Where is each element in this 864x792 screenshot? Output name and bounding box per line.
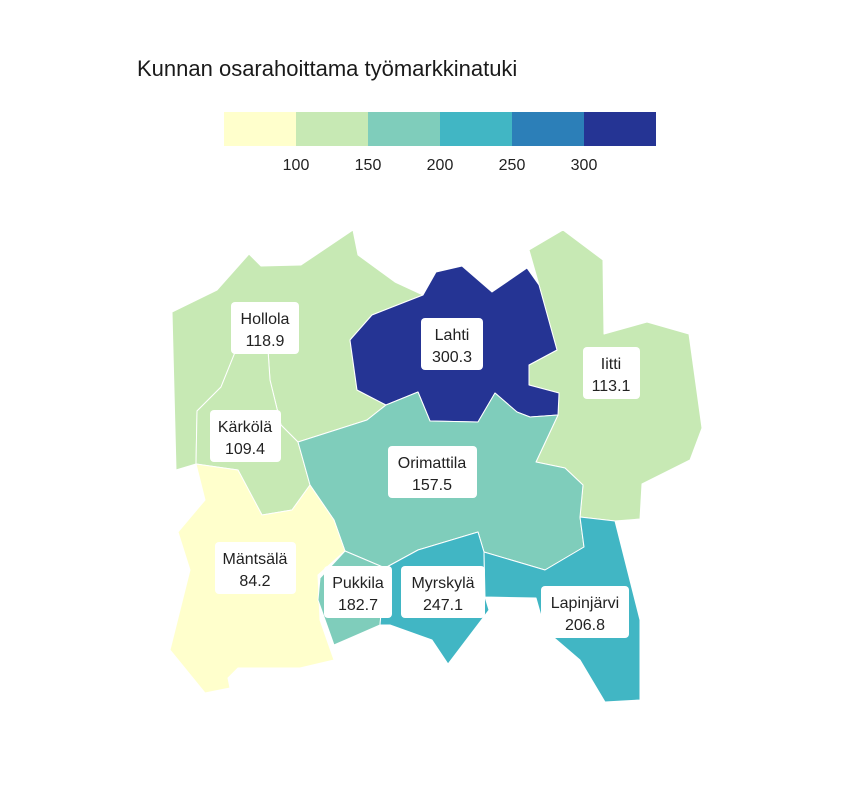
label-value-karkola: 109.4 — [225, 441, 265, 458]
map-title: Kunnan osarahoittama työmarkkinatuki — [137, 56, 518, 81]
label-name-orimattila: Orimattila — [398, 455, 467, 472]
label-value-mantsala: 84.2 — [239, 573, 270, 590]
label-orimattila: Orimattila 157.5 — [388, 446, 477, 498]
label-name-myrskyla: Myrskylä — [411, 575, 474, 592]
legend-swatch-5 — [512, 112, 584, 146]
legend-tick-2: 150 — [355, 157, 382, 174]
label-pukkila: Pukkila 182.7 — [324, 566, 392, 618]
label-name-karkola: Kärkölä — [218, 419, 272, 436]
label-iitti: Iitti 113.1 — [583, 347, 640, 399]
label-value-hollola: 118.9 — [246, 333, 285, 350]
legend-swatch-4 — [440, 112, 512, 146]
label-name-hollola: Hollola — [241, 311, 290, 328]
legend-tick-4: 250 — [499, 157, 526, 174]
label-lahti: Lahti 300.3 — [421, 318, 483, 370]
label-value-iitti: 113.1 — [592, 378, 631, 395]
label-name-pukkila: Pukkila — [332, 575, 384, 592]
legend-swatch-6 — [584, 112, 656, 146]
label-name-lahti: Lahti — [435, 327, 470, 344]
label-value-lahti: 300.3 — [432, 349, 472, 366]
legend-swatch-3 — [368, 112, 440, 146]
label-hollola: Hollola 118.9 — [231, 302, 299, 354]
label-value-pukkila: 182.7 — [338, 597, 378, 614]
legend: 100 150 200 250 300 — [224, 112, 656, 174]
label-name-mantsala: Mäntsälä — [223, 551, 288, 568]
label-name-iitti: Iitti — [601, 356, 621, 373]
legend-tick-5: 300 — [571, 157, 598, 174]
label-name-lapinjarvi: Lapinjärvi — [551, 595, 619, 612]
labels: Hollola 118.9 Lahti 300.3 Iitti 113.1 Kä… — [210, 302, 640, 638]
label-value-orimattila: 157.5 — [412, 477, 452, 494]
legend-tick-3: 200 — [427, 157, 454, 174]
label-myrskyla: Myrskylä 247.1 — [401, 566, 485, 618]
legend-swatch-1 — [224, 112, 296, 146]
label-value-lapinjarvi: 206.8 — [565, 617, 605, 634]
legend-swatch-2 — [296, 112, 368, 146]
label-mantsala: Mäntsälä 84.2 — [215, 542, 296, 594]
label-karkola: Kärkölä 109.4 — [210, 410, 281, 462]
legend-tick-1: 100 — [283, 157, 310, 174]
label-value-myrskyla: 247.1 — [423, 597, 463, 614]
label-lapinjarvi: Lapinjärvi 206.8 — [541, 586, 629, 638]
